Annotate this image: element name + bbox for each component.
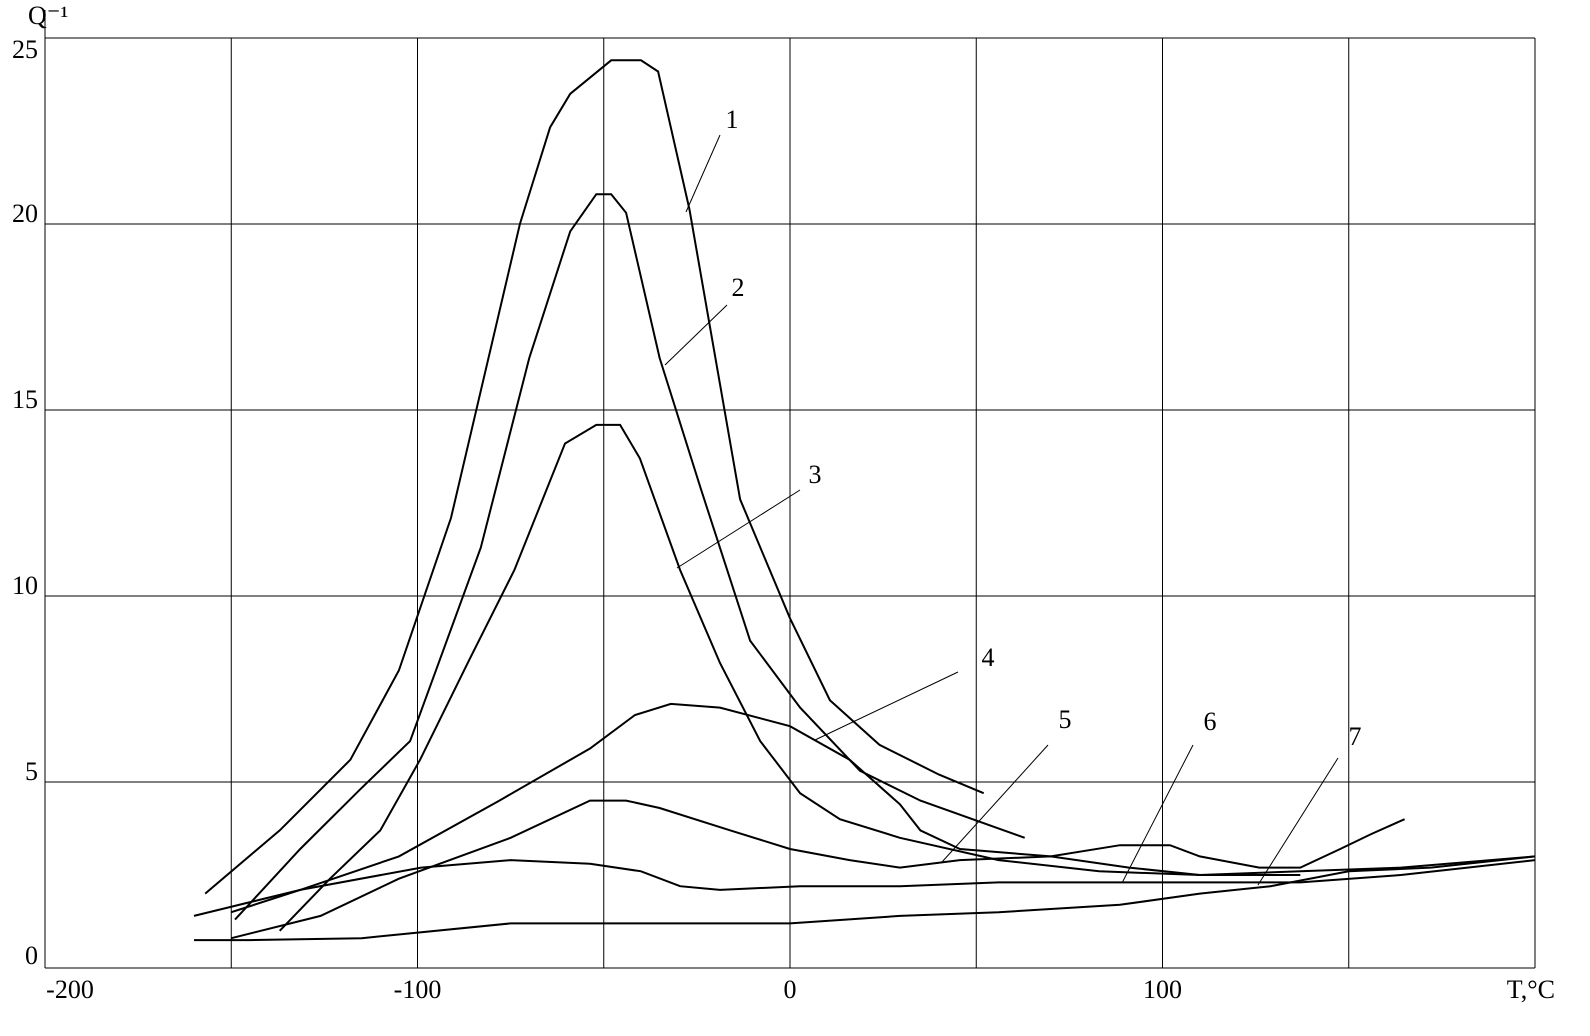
x-tick-label: 0 — [784, 975, 797, 1004]
curve — [230, 702, 1406, 914]
curve — [204, 59, 985, 895]
y-tick-label: 15 — [12, 385, 38, 414]
x-tick-label: -200 — [46, 975, 94, 1004]
curve-label: 2 — [732, 273, 745, 302]
curve-label: 7 — [1349, 722, 1362, 751]
y-axis-label: Q⁻¹ — [28, 1, 68, 30]
x-axis-label: T,°C — [1507, 975, 1555, 1004]
leader-line — [664, 304, 728, 366]
curve — [234, 193, 1026, 921]
curve-label: 4 — [982, 643, 995, 672]
y-tick-label: 10 — [12, 571, 38, 600]
x-tick-label: 100 — [1143, 975, 1182, 1004]
leader-line — [1257, 757, 1339, 886]
leader-line — [685, 134, 721, 213]
curve-label: 1 — [726, 105, 739, 134]
curve — [278, 423, 1301, 932]
y-tick-label: 25 — [12, 35, 38, 64]
x-tick-label: -100 — [394, 975, 442, 1004]
curve-label: 5 — [1059, 705, 1072, 734]
y-tick-label: 5 — [25, 757, 38, 786]
leader-line — [1121, 744, 1194, 884]
y-tick-label: 20 — [12, 199, 38, 228]
curve — [194, 855, 1536, 942]
leader-line — [941, 744, 1049, 863]
leader-line — [676, 489, 801, 569]
curve-label: 6 — [1204, 707, 1217, 736]
curve — [193, 859, 1536, 917]
curve — [231, 799, 1536, 940]
leader-line — [814, 671, 959, 741]
curve-label: 3 — [809, 460, 822, 489]
y-tick-label: 0 — [25, 941, 38, 970]
